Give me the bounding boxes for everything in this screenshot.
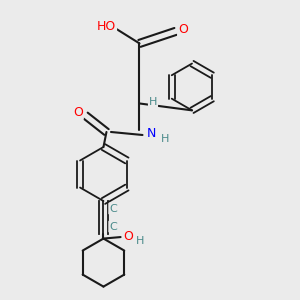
- Text: N: N: [147, 127, 156, 140]
- Text: H: H: [149, 97, 157, 107]
- Text: H: H: [161, 134, 169, 144]
- Text: C: C: [109, 203, 117, 214]
- Text: O: O: [73, 106, 83, 119]
- Text: HO: HO: [97, 20, 116, 33]
- Text: O: O: [123, 230, 133, 243]
- Text: C: C: [109, 222, 117, 232]
- Text: H: H: [136, 236, 145, 246]
- Text: O: O: [178, 23, 188, 36]
